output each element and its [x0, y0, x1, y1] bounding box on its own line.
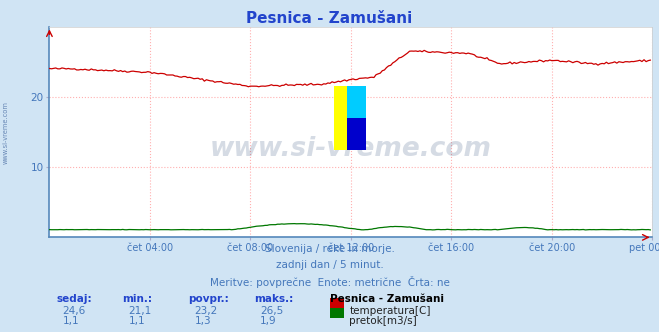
- Text: Pesnica - Zamušani: Pesnica - Zamušani: [246, 11, 413, 26]
- Text: 1,9: 1,9: [260, 316, 277, 326]
- Text: maks.:: maks.:: [254, 294, 293, 304]
- Text: Pesnica - Zamušani: Pesnica - Zamušani: [330, 294, 444, 304]
- Text: 23,2: 23,2: [194, 306, 217, 316]
- Bar: [334, 86, 353, 149]
- Text: Meritve: povprečne  Enote: metrične  Črta: ne: Meritve: povprečne Enote: metrične Črta:…: [210, 276, 449, 288]
- Bar: [347, 118, 366, 149]
- Text: 1,1: 1,1: [63, 316, 79, 326]
- Text: zadnji dan / 5 minut.: zadnji dan / 5 minut.: [275, 260, 384, 270]
- Text: pretok[m3/s]: pretok[m3/s]: [349, 316, 417, 326]
- Text: povpr.:: povpr.:: [188, 294, 229, 304]
- Text: sedaj:: sedaj:: [56, 294, 92, 304]
- Text: 1,3: 1,3: [194, 316, 211, 326]
- Text: 1,1: 1,1: [129, 316, 145, 326]
- Text: 24,6: 24,6: [63, 306, 86, 316]
- Text: min.:: min.:: [122, 294, 152, 304]
- Bar: [347, 86, 366, 149]
- Text: 21,1: 21,1: [129, 306, 152, 316]
- Text: Slovenija / reke in morje.: Slovenija / reke in morje.: [264, 244, 395, 254]
- Text: www.si-vreme.com: www.si-vreme.com: [210, 136, 492, 162]
- Text: www.si-vreme.com: www.si-vreme.com: [2, 101, 9, 164]
- Text: temperatura[C]: temperatura[C]: [349, 306, 431, 316]
- Text: 26,5: 26,5: [260, 306, 283, 316]
